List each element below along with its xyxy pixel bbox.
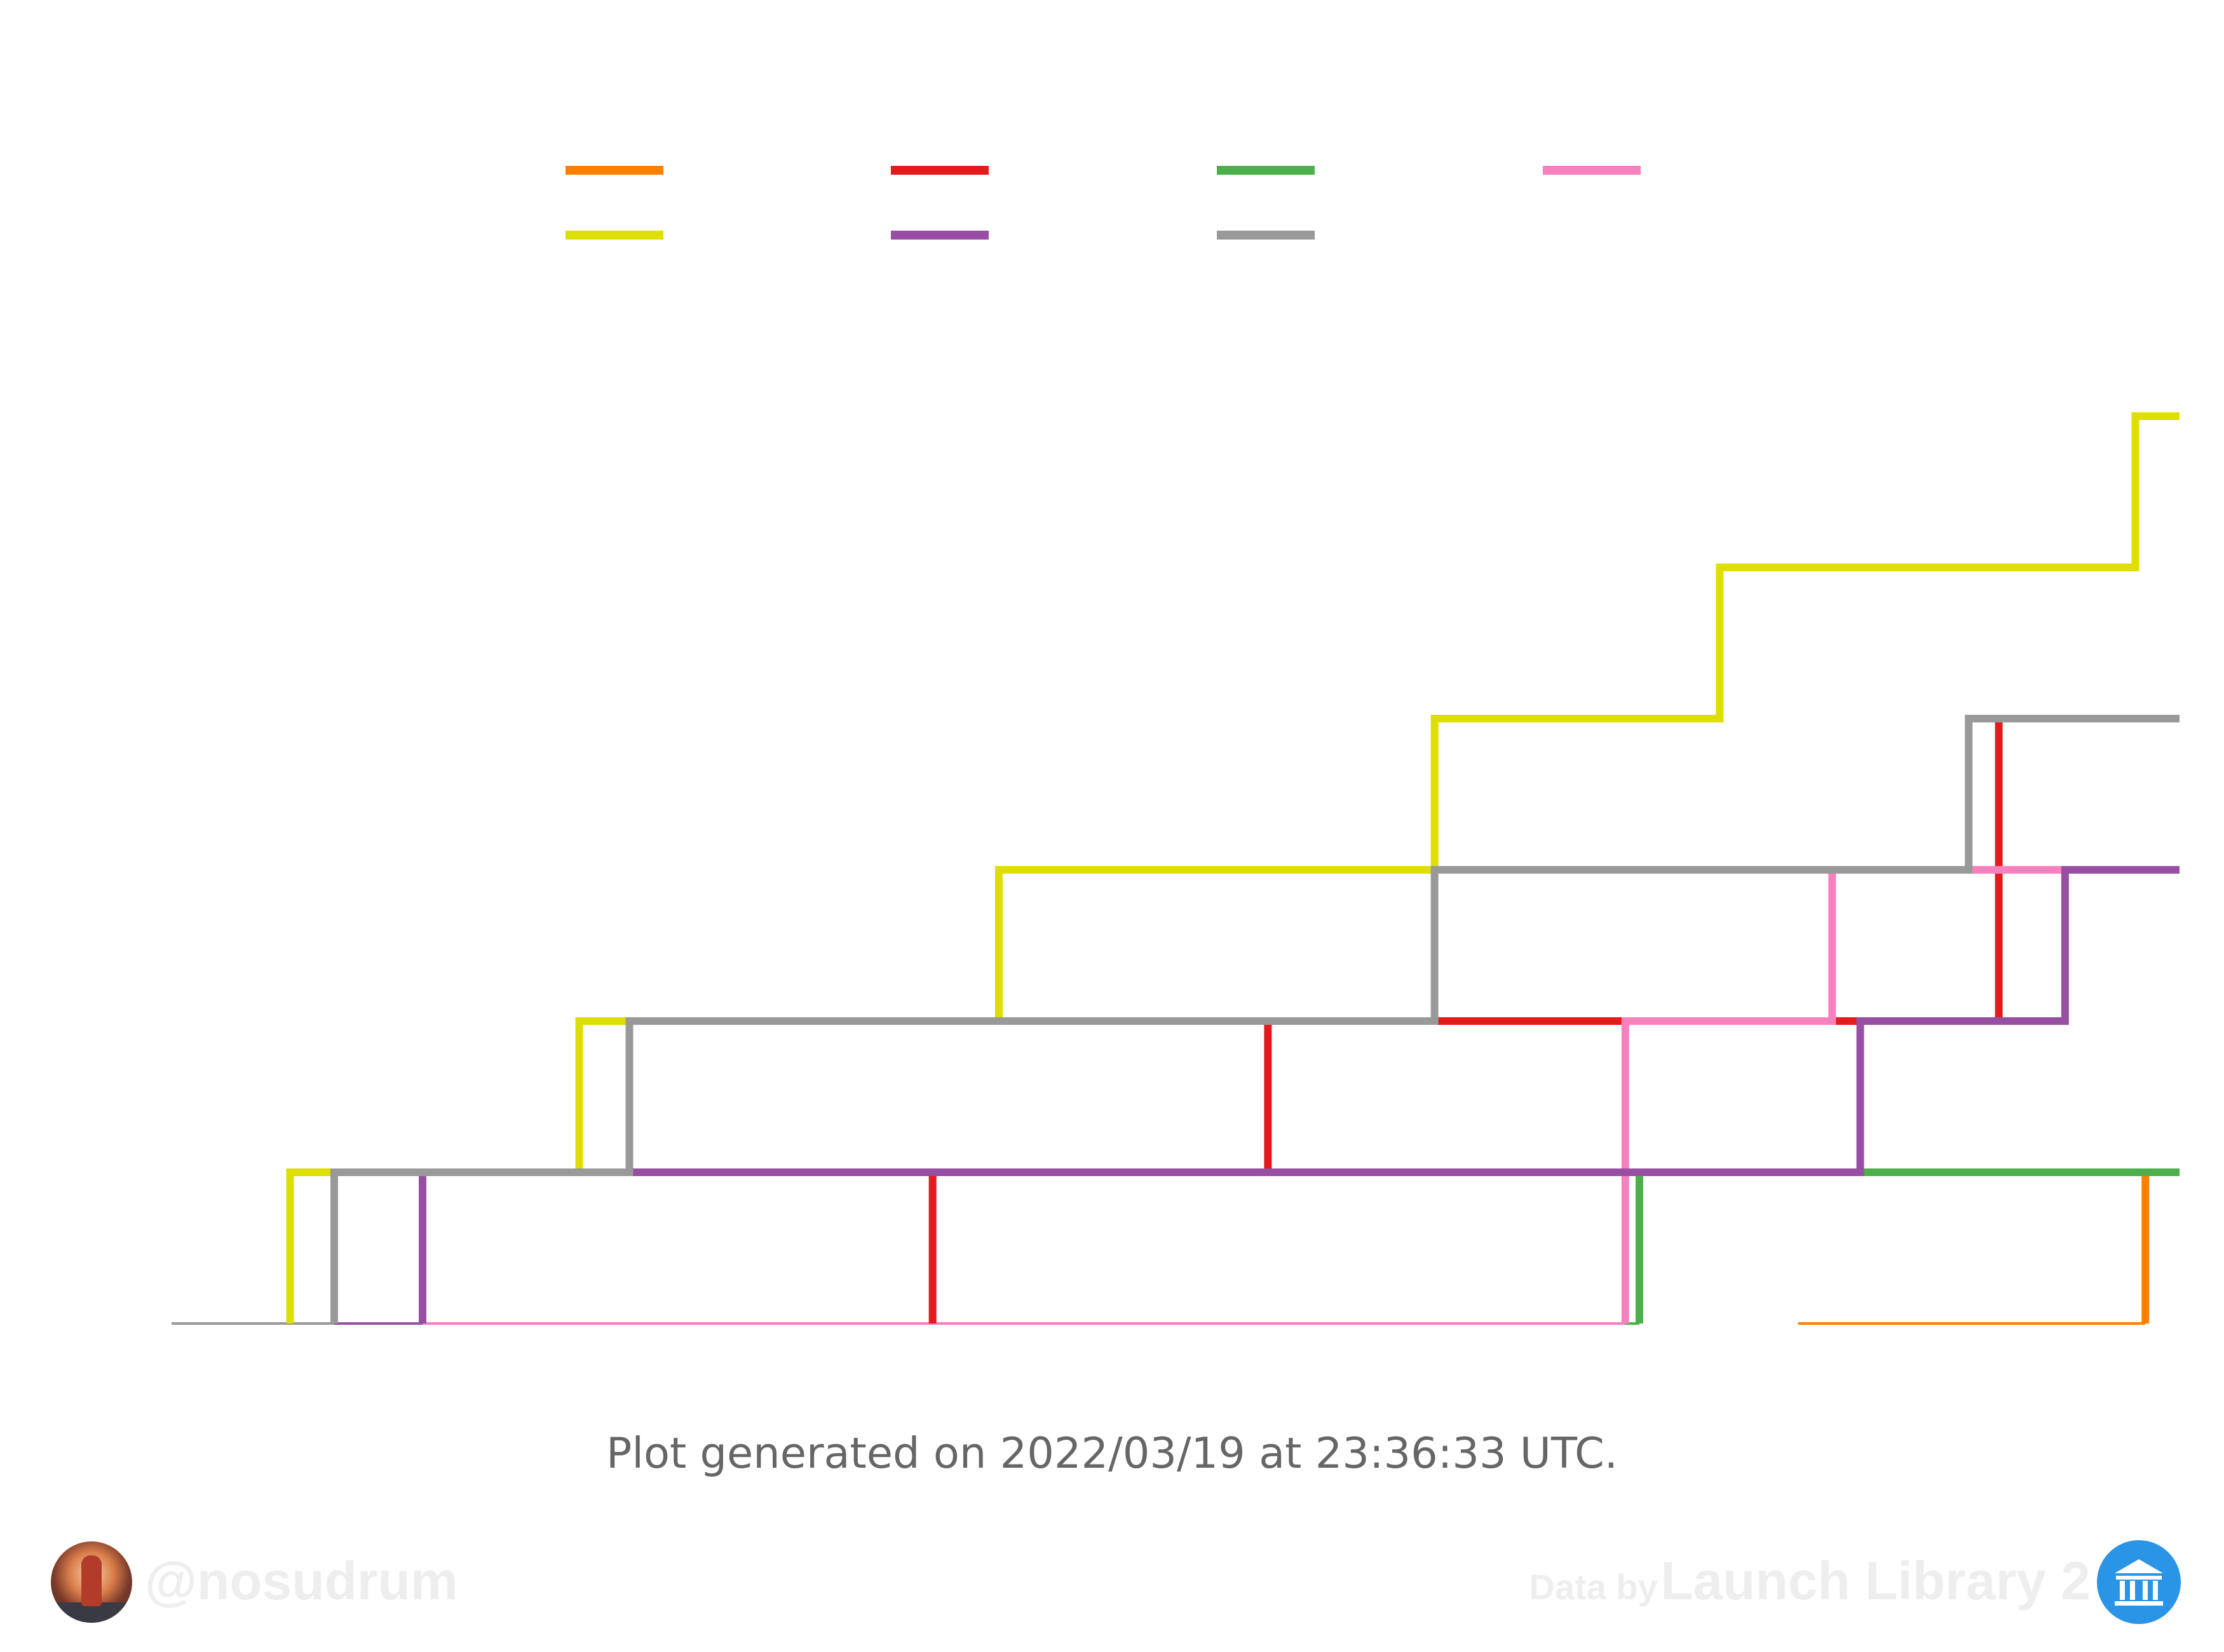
author-avatar <box>51 1541 132 1623</box>
series-3-line <box>1621 866 2180 1324</box>
series-layer <box>286 412 2180 1324</box>
data-credit: Data by Launch Library 2 <box>1529 1550 2091 1612</box>
series-5-line <box>419 866 2180 1324</box>
credit-prefix: Data by <box>1529 1567 1658 1607</box>
author-handle: @nosudrum <box>145 1551 458 1611</box>
series-2-line <box>1635 1168 2180 1324</box>
plot-generated-note: Plot generated on 2022/03/19 at 23:36:33… <box>606 1428 1618 1478</box>
launch-library-logo-icon <box>2097 1540 2181 1624</box>
series-0-line <box>2141 1168 2180 1324</box>
credit-source: Launch Library 2 <box>1660 1551 2091 1611</box>
series-6-line <box>330 715 2180 1324</box>
legend <box>566 166 1641 240</box>
